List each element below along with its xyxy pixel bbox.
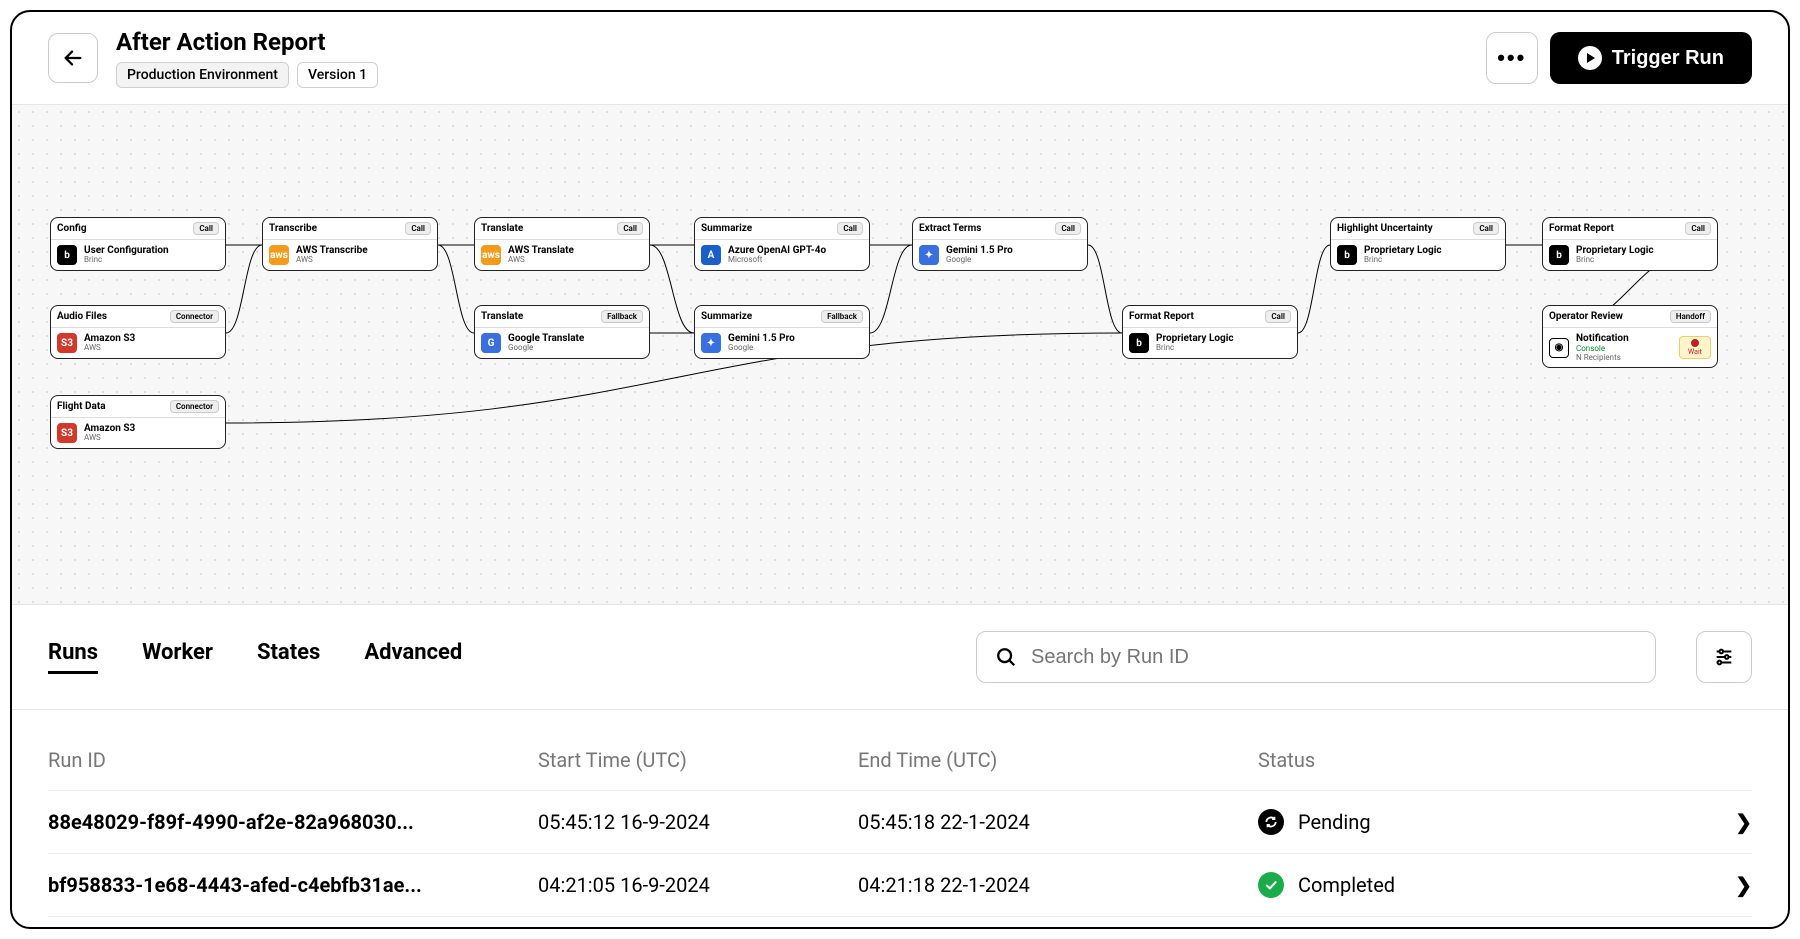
col-run-id: Run ID — [48, 748, 538, 772]
workflow-canvas[interactable]: ConfigCall b User ConfigurationBrinc Aud… — [12, 105, 1788, 605]
search-input[interactable] — [1031, 646, 1637, 669]
search-box[interactable] — [976, 631, 1656, 683]
back-button[interactable] — [48, 33, 98, 83]
search-icon — [995, 646, 1017, 668]
header-bar: After Action Report Production Environme… — [12, 12, 1788, 105]
filter-button[interactable] — [1696, 631, 1752, 683]
tab-list: Runs Worker States Advanced — [48, 640, 936, 674]
status-cell: Pending — [1258, 809, 1702, 835]
tab-advanced[interactable]: Advanced — [364, 640, 462, 674]
col-status: Status — [1258, 748, 1702, 772]
end-time-cell: 05:45:18 22-1-2024 — [858, 810, 1258, 834]
node-format1[interactable]: Format ReportCall b Proprietary LogicBri… — [1122, 305, 1298, 359]
col-end: End Time (UTC) — [858, 748, 1258, 772]
page-title: After Action Report — [116, 28, 1468, 56]
sliders-icon — [1713, 646, 1735, 668]
start-time-cell: 04:21:05 16-9-2024 — [538, 873, 858, 897]
table-header: Run ID Start Time (UTC) End Time (UTC) S… — [48, 730, 1752, 791]
chevron-right-icon[interactable]: ❯ — [1702, 810, 1752, 834]
chevron-right-icon[interactable]: ❯ — [1702, 873, 1752, 897]
play-icon — [1578, 46, 1602, 70]
trigger-run-label: Trigger Run — [1612, 47, 1724, 70]
node-audio[interactable]: Audio FilesConnector S3 Amazon S3AWS — [50, 305, 226, 359]
node-translate1[interactable]: TranslateCall aws AWS TranslateAWS — [474, 217, 650, 271]
edge-layer — [12, 105, 1788, 604]
node-flight[interactable]: Flight DataConnector S3 Amazon S3AWS — [50, 395, 226, 449]
runs-table: Run ID Start Time (UTC) End Time (UTC) S… — [12, 710, 1788, 927]
start-time-cell: 05:45:12 16-9-2024 — [538, 810, 858, 834]
env-badge: Production Environment — [116, 62, 289, 88]
node-operator[interactable]: Operator ReviewHandoff ◉ NotificationCon… — [1542, 305, 1718, 368]
node-config[interactable]: ConfigCall b User ConfigurationBrinc — [50, 217, 226, 271]
trigger-run-button[interactable]: Trigger Run — [1550, 32, 1752, 84]
version-badge: Version 1 — [297, 62, 378, 88]
arrow-left-icon — [62, 47, 84, 69]
end-time-cell: 04:21:18 22-1-2024 — [858, 873, 1258, 897]
node-transcribe[interactable]: TranscribeCall aws AWS TranscribeAWS — [262, 217, 438, 271]
node-translate2[interactable]: TranslateFallback G Google TranslateGoog… — [474, 305, 650, 359]
node-extract[interactable]: Extract TermsCall ✦ Gemini 1.5 ProGoogle — [912, 217, 1088, 271]
table-row[interactable]: bf958833-1e68-4443-afed-c4ebfb31ae... 04… — [48, 854, 1752, 917]
node-format2[interactable]: Format ReportCall b Proprietary LogicBri… — [1542, 217, 1718, 271]
node-summarize2[interactable]: SummarizeFallback ✦ Gemini 1.5 ProGoogle — [694, 305, 870, 359]
table-row[interactable]: 88e48029-f89f-4990-af2e-82a968030... 05:… — [48, 791, 1752, 854]
more-icon: ••• — [1497, 45, 1526, 71]
node-summarize1[interactable]: SummarizeCall A Azure OpenAI GPT-4oMicro… — [694, 217, 870, 271]
tab-runs[interactable]: Runs — [48, 640, 98, 674]
tabs-row: Runs Worker States Advanced — [12, 605, 1788, 710]
tab-worker[interactable]: Worker — [142, 640, 213, 674]
tab-states[interactable]: States — [257, 640, 320, 674]
run-id-cell: 88e48029-f89f-4990-af2e-82a968030... — [48, 810, 538, 834]
status-cell: Completed — [1258, 872, 1702, 898]
col-start: Start Time (UTC) — [538, 748, 858, 772]
more-button[interactable]: ••• — [1486, 32, 1538, 84]
node-highlight[interactable]: Highlight UncertaintyCall b Proprietary … — [1330, 217, 1506, 271]
title-block: After Action Report Production Environme… — [116, 28, 1468, 88]
run-id-cell: bf958833-1e68-4443-afed-c4ebfb31ae... — [48, 873, 538, 897]
